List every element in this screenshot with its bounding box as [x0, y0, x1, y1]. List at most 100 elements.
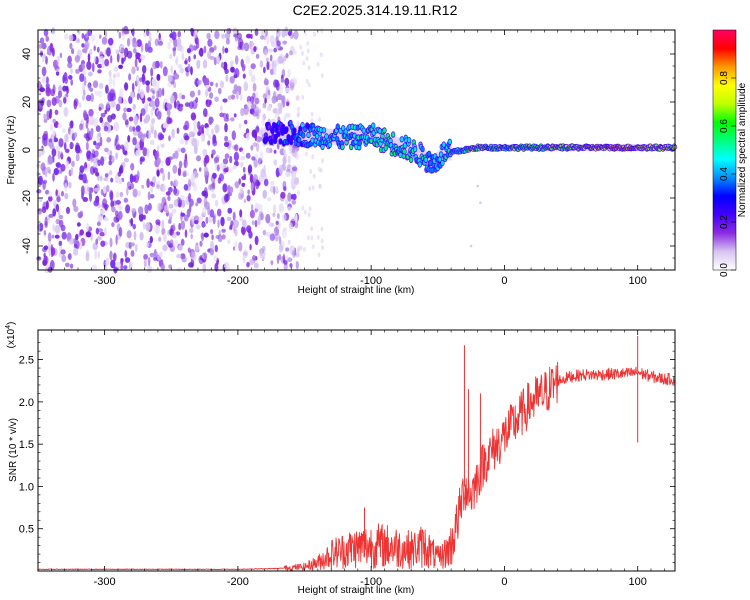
svg-text:(x104): (x104) — [5, 322, 17, 349]
noise-speckle — [129, 262, 133, 268]
noise-speckle — [146, 84, 150, 94]
spectrogram-ridge — [262, 119, 678, 248]
noise-speckle — [303, 209, 307, 215]
ridge-core — [399, 152, 402, 158]
noise-speckle — [320, 226, 324, 232]
noise-speckle — [69, 263, 74, 269]
noise-speckle — [218, 87, 222, 95]
noise-speckle — [71, 48, 75, 55]
noise-speckle — [245, 152, 251, 159]
noise-speckle — [70, 79, 74, 86]
noise-speckle — [130, 163, 135, 171]
noise-speckle — [140, 108, 146, 116]
noise-speckle — [56, 196, 61, 203]
noise-speckle — [81, 192, 84, 200]
noise-speckle — [55, 162, 61, 168]
noise-speckle — [260, 169, 266, 178]
noise-speckle — [95, 195, 100, 204]
noise-speckle — [142, 65, 147, 74]
noise-speckle — [95, 125, 101, 132]
noise-speckle — [176, 253, 182, 259]
noise-speckle — [289, 82, 295, 91]
noise-speckle — [143, 254, 149, 260]
noise-speckle — [73, 132, 78, 138]
noise-speckle — [97, 228, 104, 233]
noise-speckle — [77, 211, 83, 219]
noise-speckle — [168, 219, 172, 224]
ridge-core — [413, 147, 417, 152]
colorbar-label: Normalized spectral amplitude — [737, 82, 748, 217]
noise-speckle — [75, 233, 79, 241]
noise-speckle — [92, 80, 99, 88]
noise-speckle — [44, 168, 48, 178]
ridge-core — [325, 134, 328, 139]
noise-speckle — [217, 219, 220, 229]
noise-speckle — [104, 204, 108, 211]
noise-speckle — [248, 69, 253, 77]
y-tick-label: 1.5 — [19, 439, 34, 451]
snr-multiplier-close: ) — [6, 322, 17, 325]
noise-speckle — [232, 89, 238, 95]
noise-speckle — [115, 103, 121, 112]
noise-speckle — [252, 142, 258, 147]
noise-speckle — [278, 236, 282, 245]
ridge-core — [427, 151, 431, 156]
noise-speckle — [229, 60, 233, 69]
noise-speckle — [128, 125, 133, 132]
y-tick-label: 0 — [21, 147, 33, 153]
noise-speckle — [96, 46, 100, 53]
noise-speckle — [241, 150, 245, 155]
noise-speckle — [306, 235, 310, 241]
noise-speckle — [133, 115, 139, 125]
noise-speckle — [310, 118, 314, 124]
snr-y-axis-label: SNR (10 * v/v) — [8, 418, 19, 482]
snr-series — [37, 335, 676, 571]
noise-speckle — [295, 95, 300, 101]
noise-speckle — [243, 119, 248, 125]
noise-speckle — [112, 78, 116, 88]
noise-speckle — [120, 258, 124, 263]
noise-speckle — [188, 177, 191, 184]
noise-speckle — [310, 226, 314, 232]
noise-speckle — [65, 160, 70, 169]
noise-speckle — [283, 260, 288, 265]
ridge-core — [321, 144, 324, 149]
noise-speckle — [166, 109, 171, 117]
noise-speckle — [266, 61, 270, 71]
noise-speckle — [260, 213, 264, 221]
noise-speckle — [209, 56, 215, 60]
noise-speckle — [118, 64, 123, 70]
noise-speckle — [238, 241, 243, 252]
noise-speckle — [98, 132, 102, 138]
snr-frame — [37, 329, 676, 572]
noise-speckle — [212, 134, 217, 144]
noise-speckle — [225, 74, 229, 82]
noise-speckle — [289, 263, 293, 268]
noise-speckle — [232, 27, 238, 35]
ridge-core — [322, 128, 326, 133]
noise-speckle — [51, 27, 56, 35]
noise-speckle — [47, 232, 52, 243]
noise-speckle — [92, 149, 96, 158]
noise-speckle — [311, 154, 315, 160]
noise-speckle — [294, 213, 298, 223]
noise-speckle — [233, 151, 239, 162]
noise-speckle — [52, 208, 57, 217]
noise-speckle — [222, 98, 228, 103]
noise-speckle — [41, 42, 47, 50]
noise-speckle — [240, 107, 245, 117]
noise-speckle — [132, 130, 139, 136]
noise-speckle — [156, 157, 161, 165]
noise-speckle — [180, 220, 186, 230]
noise-speckle — [132, 40, 138, 48]
ridge-core — [429, 161, 432, 166]
noise-speckle — [79, 123, 83, 131]
noise-speckle — [126, 37, 131, 47]
ridge-core — [281, 124, 285, 130]
noise-speckle — [227, 239, 231, 245]
noise-speckle — [287, 206, 291, 211]
noise-speckle — [84, 184, 90, 195]
noise-speckle — [310, 235, 314, 241]
noise-speckle — [191, 137, 197, 147]
